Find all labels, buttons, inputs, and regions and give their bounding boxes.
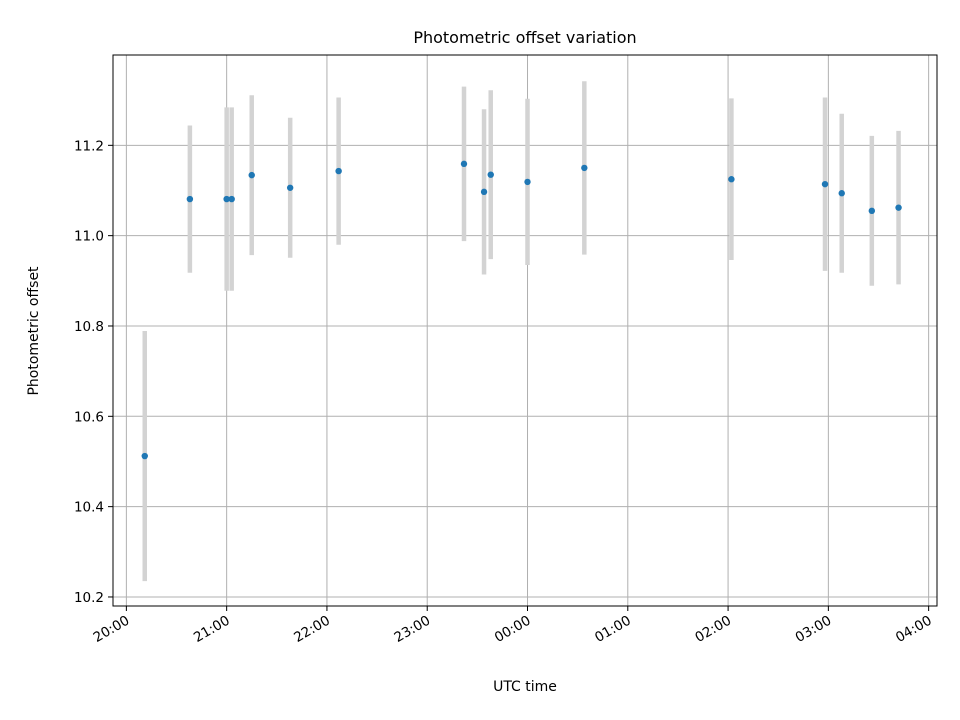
y-axis-label: Photometric offset xyxy=(26,266,42,396)
data-point xyxy=(838,190,845,197)
data-point xyxy=(581,164,588,172)
x-tick-label: 01:00 xyxy=(592,613,634,646)
x-axis-ticks: 20:00 21:00 22:00 23:00 00:00 01:00 02:00 03:00… xyxy=(91,606,935,646)
plot-frame xyxy=(112,54,938,607)
y-tick-label: 11.0 xyxy=(74,229,104,245)
data-points xyxy=(141,160,902,460)
y-tick-label: 10.8 xyxy=(74,319,104,335)
x-axis-label: UTC time xyxy=(493,679,557,695)
data-point xyxy=(728,176,735,183)
data-point xyxy=(480,188,488,196)
y-tick-label: 10.6 xyxy=(74,409,104,425)
x-tick-label: 23:00 xyxy=(392,613,434,646)
y-tick-label: 10.2 xyxy=(74,590,104,606)
x-tick-label: 20:00 xyxy=(91,613,133,646)
x-tick-label: 03:00 xyxy=(793,613,835,646)
data-point xyxy=(141,452,148,460)
x-tick-label: 21:00 xyxy=(191,613,233,646)
data-point xyxy=(524,178,531,186)
data-point xyxy=(895,204,902,211)
x-tick-label: 00:00 xyxy=(492,613,534,646)
chart-title: Photometric offset variation xyxy=(413,28,636,47)
y-axis-ticks: 10.2 10.4 10.6 10.8 11.0 11.2 xyxy=(74,138,113,606)
x-tick-label: 22:00 xyxy=(291,613,333,646)
data-point xyxy=(460,160,468,168)
data-point xyxy=(223,195,230,203)
y-tick-label: 11.2 xyxy=(74,138,104,154)
plot-background xyxy=(113,55,937,606)
data-point xyxy=(286,184,294,191)
x-tick-label: 04:00 xyxy=(893,613,935,646)
data-point xyxy=(335,167,342,175)
data-point xyxy=(868,207,876,215)
data-point xyxy=(487,171,494,178)
data-point xyxy=(821,180,829,188)
data-point xyxy=(228,195,235,203)
x-tick-label: 02:00 xyxy=(692,613,734,646)
data-point xyxy=(248,171,255,179)
grid xyxy=(113,55,937,606)
data-point xyxy=(186,195,194,203)
y-tick-label: 10.4 xyxy=(74,500,104,516)
